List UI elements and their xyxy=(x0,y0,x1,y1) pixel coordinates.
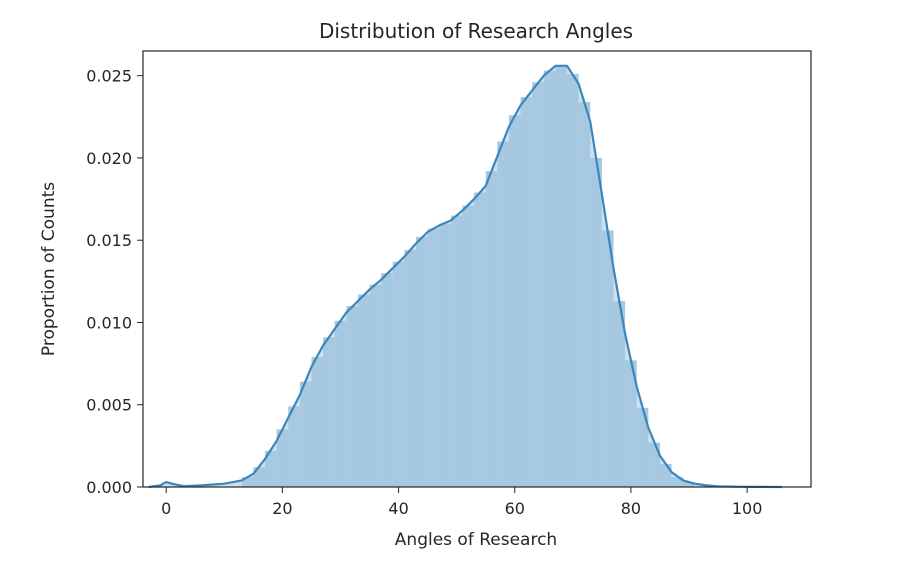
y-tick-label: 0.005 xyxy=(86,396,132,415)
kde-layer xyxy=(148,64,782,489)
y-tick-label: 0.025 xyxy=(86,67,132,86)
x-tick-label: 80 xyxy=(621,499,641,518)
axes-frame xyxy=(142,50,812,488)
x-tick-label: 40 xyxy=(388,499,408,518)
y-tick-label: 0.000 xyxy=(86,478,132,497)
y-axis: 0.000 0.005 0.010 0.015 0.020 0.025 xyxy=(86,67,143,497)
x-axis: 0 20 40 60 80 100 xyxy=(161,487,762,518)
y-tick-label: 0.015 xyxy=(86,231,132,250)
kde-line xyxy=(148,64,782,489)
x-axis-label: Angles of Research xyxy=(395,530,557,550)
y-axis-label: Proportion of Counts xyxy=(39,182,59,356)
chart-title: Distribution of Research Angles xyxy=(319,19,633,43)
y-tick-label: 0.010 xyxy=(86,313,132,332)
kde-fill xyxy=(148,65,782,487)
x-tick-label: 100 xyxy=(732,499,763,518)
x-tick-label: 60 xyxy=(505,499,525,518)
y-tick-label: 0.020 xyxy=(86,149,132,168)
x-tick-label: 0 xyxy=(161,499,171,518)
x-tick-label: 20 xyxy=(272,499,292,518)
